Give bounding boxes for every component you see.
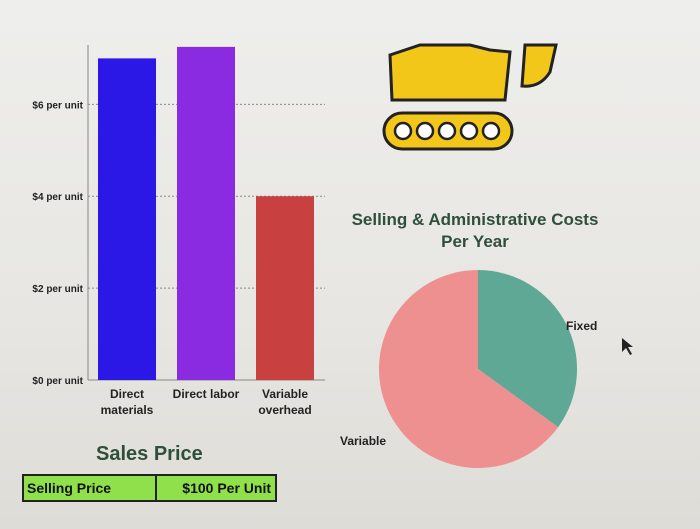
pie-slice-fixed (478, 270, 577, 428)
selling-price-label: Selling Price (24, 476, 157, 500)
selling-price-table: Selling Price $100 Per Unit (22, 474, 277, 502)
pie-title: Per Year (441, 232, 509, 251)
pie-label-fixed: Fixed (566, 319, 597, 333)
pie-title: Selling & Administrative Costs (352, 210, 599, 229)
bar-variable-overhead (256, 196, 314, 380)
bar-direct-materials (98, 58, 156, 380)
excavator-icon (382, 43, 558, 151)
y-tick-label: $2 per unit (32, 284, 83, 295)
pie-label-variable: Variable (340, 434, 386, 448)
y-tick-label: $4 per unit (32, 192, 83, 203)
selling-price-value: $100 Per Unit (182, 480, 271, 496)
mouse-cursor-icon (622, 338, 633, 355)
sales-price-title: Sales Price (96, 443, 203, 465)
x-tick-label: Variable overhead (258, 387, 311, 417)
y-tick-label: $6 per unit (32, 100, 83, 111)
x-tick-label: Direct materials (101, 387, 154, 417)
bar-direct-labor (177, 46, 235, 380)
x-tick-label: Direct labor (173, 387, 240, 401)
pie-slice-variable (379, 270, 559, 469)
y-tick-label: $0 per unit (32, 376, 83, 387)
